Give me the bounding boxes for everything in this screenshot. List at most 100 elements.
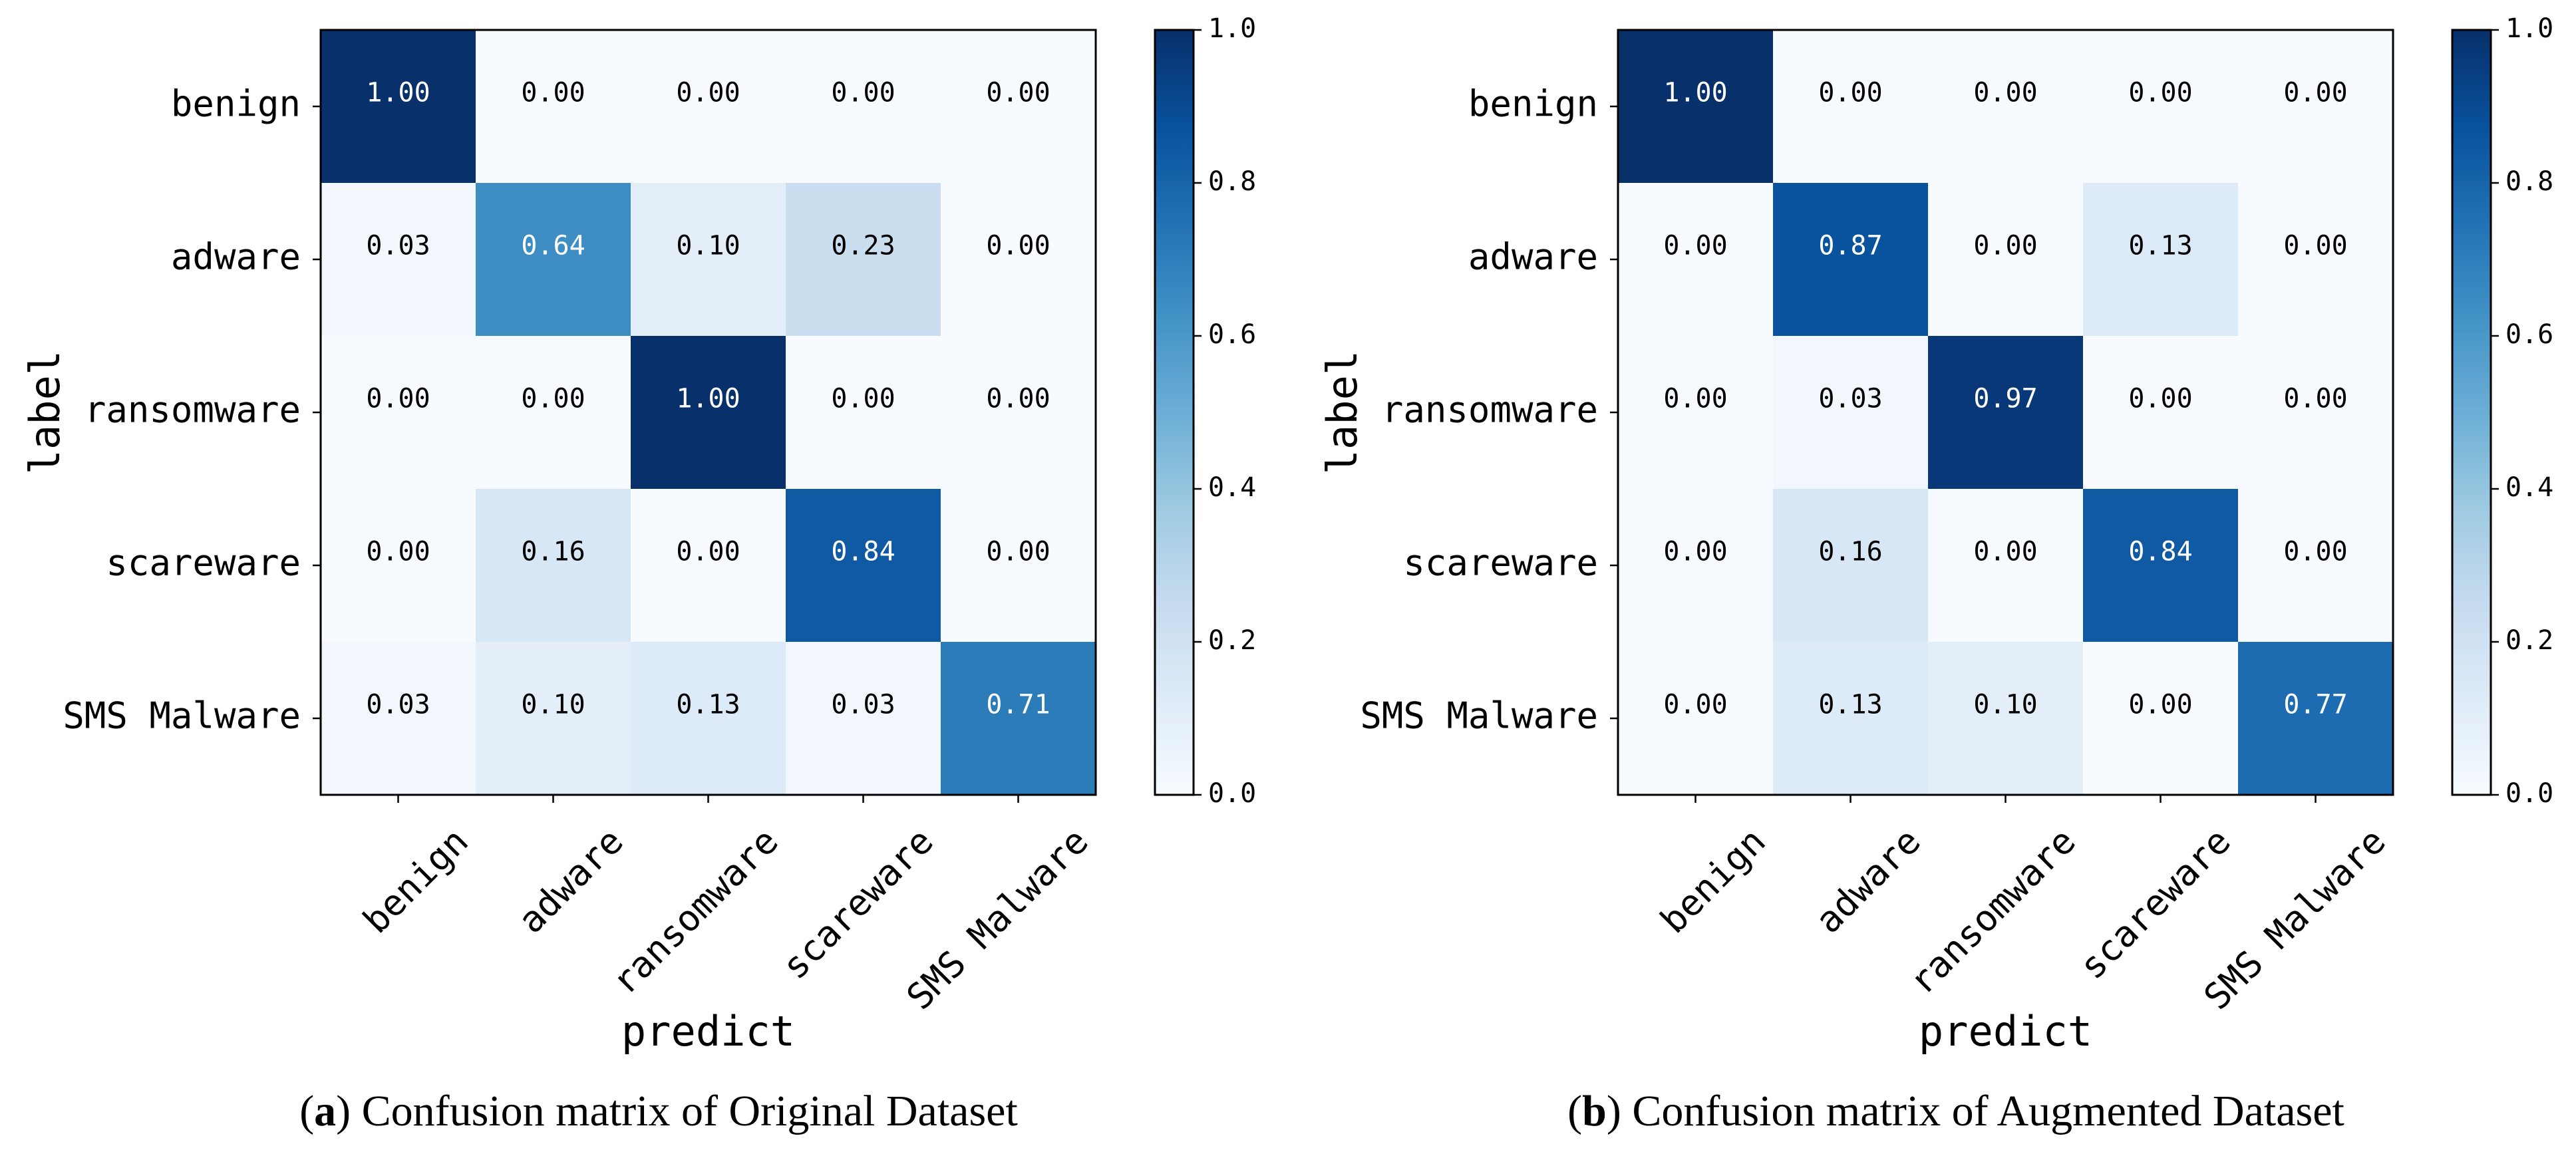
heatmap-cell bbox=[476, 489, 631, 642]
y-axis-label: label bbox=[21, 351, 69, 475]
x-axis-label: predict bbox=[621, 1007, 795, 1056]
heatmap-cell bbox=[2238, 183, 2393, 336]
cell-value-label: 1.00 bbox=[366, 78, 430, 108]
heatmap-cell bbox=[1618, 489, 1773, 642]
cell-value-label: 0.00 bbox=[676, 78, 740, 108]
colorbar-tick-label: 0.8 bbox=[2505, 166, 2553, 197]
heatmap-cell bbox=[1618, 642, 1773, 795]
heatmap-cell bbox=[631, 489, 786, 642]
heatmap-cell bbox=[476, 642, 631, 795]
colorbar-tick-label: 1.0 bbox=[1208, 13, 1256, 44]
x-tick-label: adware bbox=[1807, 820, 1928, 941]
confusion-matrix-panel-a: 1.00 0.00 0.00 0.00 0.000.03 0.64 0.10 0.23 0.00… bbox=[21, 13, 1256, 1135]
cell-value-label: 0.00 bbox=[1663, 690, 1727, 720]
heatmap-cell bbox=[631, 30, 786, 183]
heatmap-cell bbox=[786, 336, 941, 489]
cell-value-label: 0.00 bbox=[521, 384, 585, 414]
cell-value-label: 0.84 bbox=[831, 537, 895, 567]
cell-value-label: 0.00 bbox=[1663, 537, 1727, 567]
heatmap-cell bbox=[1618, 30, 1773, 183]
heatmap-cell bbox=[321, 336, 476, 489]
heatmap-cell bbox=[321, 642, 476, 795]
cell-value-label: 0.00 bbox=[986, 537, 1050, 567]
colorbar-tick-label: 0.0 bbox=[2505, 778, 2553, 809]
y-tick-label: scareware bbox=[1403, 542, 1598, 584]
x-tick-label: scareware bbox=[2072, 820, 2239, 987]
y-tick-label: SMS Malware bbox=[1360, 695, 1598, 737]
heatmap-cell bbox=[1773, 336, 1928, 489]
cell-value-label: 0.00 bbox=[831, 384, 895, 414]
heatmap-cell bbox=[2238, 642, 2393, 795]
heatmap-cell bbox=[941, 642, 1096, 795]
cell-value-label: 0.03 bbox=[831, 690, 895, 720]
y-tick-label: ransomware bbox=[84, 389, 301, 431]
heatmap-cell bbox=[941, 489, 1096, 642]
cell-value-label: 0.13 bbox=[1818, 690, 1882, 720]
cell-value-label: 0.00 bbox=[2283, 384, 2347, 414]
colorbar-tick-label: 0.4 bbox=[2505, 472, 2553, 503]
heatmap-cell bbox=[321, 30, 476, 183]
heatmap-cell bbox=[786, 30, 941, 183]
heatmap-cell bbox=[2083, 336, 2238, 489]
cell-value-label: 0.71 bbox=[986, 690, 1050, 720]
caption-text: ) Confusion matrix of Augmented Dataset bbox=[1607, 1087, 2344, 1135]
heatmap-cell bbox=[2083, 183, 2238, 336]
cell-value-label: 0.00 bbox=[2128, 78, 2192, 108]
x-tick-label: scareware bbox=[774, 820, 941, 987]
x-tick-label: ransomware bbox=[1901, 820, 2084, 1002]
caption-text: ) Confusion matrix of Original Dataset bbox=[336, 1087, 1018, 1135]
cell-value-label: 0.10 bbox=[676, 231, 740, 261]
heatmap-cell bbox=[631, 183, 786, 336]
cell-value-label: 0.10 bbox=[521, 690, 585, 720]
cell-value-label: 0.00 bbox=[2128, 690, 2192, 720]
colorbar bbox=[2451, 29, 2492, 796]
cell-value-label: 1.00 bbox=[1663, 78, 1727, 108]
cell-value-label: 0.00 bbox=[521, 78, 585, 108]
cell-value-label: 0.97 bbox=[1973, 384, 2037, 414]
cell-value-label: 1.00 bbox=[676, 384, 740, 414]
colorbar bbox=[1154, 29, 1195, 796]
y-tick-label: ransomware bbox=[1382, 389, 1598, 431]
cell-value-label: 0.00 bbox=[831, 78, 895, 108]
heatmap-cell bbox=[1928, 30, 2083, 183]
heatmap-cell bbox=[2238, 336, 2393, 489]
x-tick-label: ransomware bbox=[604, 820, 786, 1002]
y-tick-label: benign bbox=[171, 83, 301, 125]
heatmap-cell bbox=[786, 489, 941, 642]
cell-value-label: 0.00 bbox=[2128, 384, 2192, 414]
cell-value-label: 0.64 bbox=[521, 231, 585, 261]
heatmap-cell bbox=[476, 183, 631, 336]
y-tick-label: adware bbox=[171, 236, 301, 278]
cell-value-label: 0.87 bbox=[1818, 231, 1882, 261]
caption-letter: a bbox=[314, 1087, 336, 1135]
heatmap-cell bbox=[2083, 30, 2238, 183]
heatmap-cell bbox=[1928, 183, 2083, 336]
cell-value-label: 0.13 bbox=[2128, 231, 2192, 261]
heatmap-cell bbox=[1928, 489, 2083, 642]
caption-open-paren: ( bbox=[299, 1087, 314, 1135]
cell-value-label: 0.10 bbox=[1973, 690, 2037, 720]
y-tick-label: adware bbox=[1468, 236, 1598, 278]
cell-value-label: 0.03 bbox=[366, 690, 430, 720]
heatmap-cell bbox=[1773, 30, 1928, 183]
heatmap-cell bbox=[2083, 489, 2238, 642]
cell-value-label: 0.00 bbox=[366, 537, 430, 567]
caption-open-paren: ( bbox=[1567, 1087, 1582, 1135]
cell-value-label: 0.00 bbox=[986, 78, 1050, 108]
y-tick-label: SMS Malware bbox=[63, 695, 301, 737]
cell-value-label: 0.00 bbox=[1973, 78, 2037, 108]
heatmap-cell bbox=[1928, 642, 2083, 795]
heatmap-cell bbox=[476, 336, 631, 489]
heatmap-cell bbox=[786, 642, 941, 795]
x-axis-label: predict bbox=[1919, 1007, 2092, 1056]
heatmap-cell bbox=[631, 642, 786, 795]
cell-value-label: 0.77 bbox=[2283, 690, 2347, 720]
y-axis-label: label bbox=[1318, 351, 1367, 475]
colorbar-tick-label: 0.6 bbox=[2505, 319, 2553, 350]
colorbar-tick-label: 0.0 bbox=[1208, 778, 1256, 809]
colorbar-tick-label: 1.0 bbox=[2505, 13, 2553, 44]
heatmap-cell bbox=[941, 30, 1096, 183]
heatmap-cell bbox=[2238, 489, 2393, 642]
cell-value-label: 0.00 bbox=[1663, 231, 1727, 261]
cell-value-label: 0.00 bbox=[1818, 78, 1882, 108]
